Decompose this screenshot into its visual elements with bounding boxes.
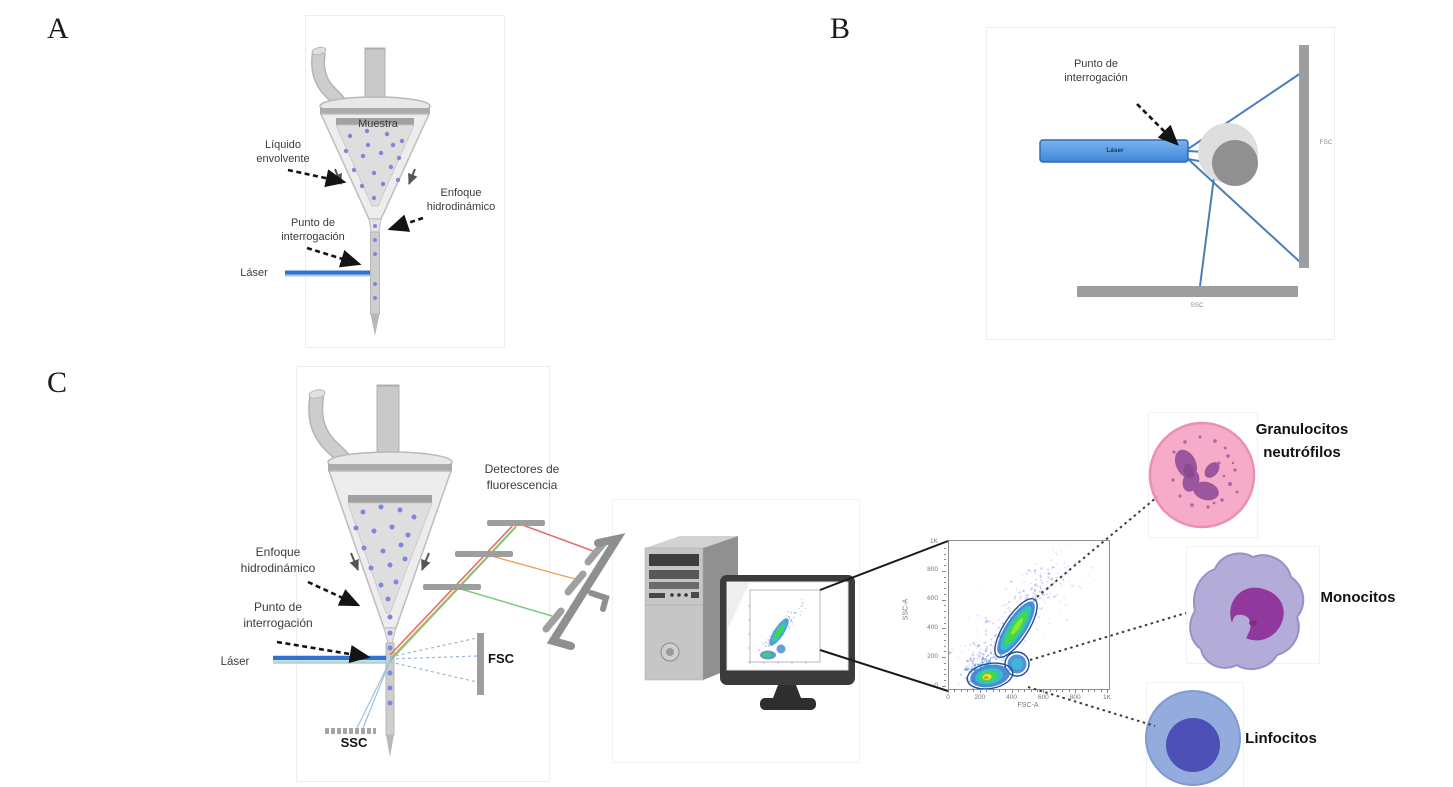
plot-x-axis-label: FSC-A <box>998 702 1058 709</box>
nozzle-stream-c <box>384 615 396 758</box>
granulocyte-cell <box>1150 423 1254 527</box>
panel-c-letter: C <box>47 366 67 400</box>
label-granulocitos-neutrofilos: Granulocitos neutrófilos <box>1240 418 1364 465</box>
panel-b-interrogation-figure <box>980 25 1350 345</box>
label-muestra: Muestra <box>350 117 406 131</box>
dashed-arrow-icon-b <box>1137 104 1177 144</box>
fluorescence-detector-bars <box>423 520 545 590</box>
figure-canvas: A B C <box>0 0 1453 787</box>
mirror-bracket <box>553 539 617 646</box>
fsc-detector-b <box>1299 45 1309 268</box>
scatter-plot-mini <box>748 590 820 664</box>
label-monocitos: Monocitos <box>1312 588 1404 608</box>
monitor-stand <box>760 685 816 710</box>
plot-y-axis-label: SSC-A <box>903 588 910 632</box>
ssc-detector-b <box>1077 286 1298 297</box>
label-liquido-envolvente: Líquido envolvente <box>248 138 318 167</box>
nozzle-stream-a <box>369 219 381 336</box>
cell-b <box>1212 140 1258 186</box>
label-fsc-b: FSC <box>1314 139 1338 147</box>
computer-illustration <box>620 490 920 720</box>
label-laser-b: Láser <box>1098 147 1132 155</box>
label-punto-interrogacion-c: Punto de interrogación <box>226 600 330 631</box>
scatter-plot <box>948 540 1110 690</box>
funnel-c <box>328 452 452 628</box>
laser-beam-c <box>273 658 388 663</box>
label-fsc-c: FSC <box>486 651 516 668</box>
fsc-detector-c <box>477 633 484 695</box>
monitor <box>720 575 855 685</box>
label-enfoque-hidrodinamico-c: Enfoque hidrodinámico <box>222 545 334 576</box>
label-ssc-b: SSC <box>1182 302 1212 310</box>
plot-y-axis-ticks: 0 200 400 600 800 1K <box>906 540 946 690</box>
label-ssc-c: SSC <box>336 735 372 752</box>
label-punto-interrogacion-a: Punto de interrogación <box>274 216 352 245</box>
panel-a-flow-cell-figure <box>250 14 520 350</box>
monocyte-cell <box>1190 553 1303 669</box>
monocyte-population <box>1008 655 1027 674</box>
panel-b-letter: B <box>830 12 850 46</box>
funnel-a <box>320 97 430 219</box>
label-linfocitos: Linfocitos <box>1236 729 1326 749</box>
label-enfoque-hidrodinamico-a: Enfoque hidrodinámico <box>420 186 502 215</box>
label-laser-a: Láser <box>234 266 274 280</box>
label-laser-c: Láser <box>213 655 257 670</box>
label-detectores-fluorescencia: Detectores de fluorescencia <box>462 462 582 493</box>
scatter-plot-canvas <box>949 541 1109 689</box>
label-punto-interrogacion-b: Punto de interrogación <box>1050 57 1142 86</box>
dichroic-mirror-segments <box>546 544 603 629</box>
panel-a-letter: A <box>47 12 69 46</box>
side-scatter-rays-c <box>357 661 390 728</box>
laser-beam-a <box>285 273 373 276</box>
lymphocyte-cell <box>1146 691 1240 785</box>
